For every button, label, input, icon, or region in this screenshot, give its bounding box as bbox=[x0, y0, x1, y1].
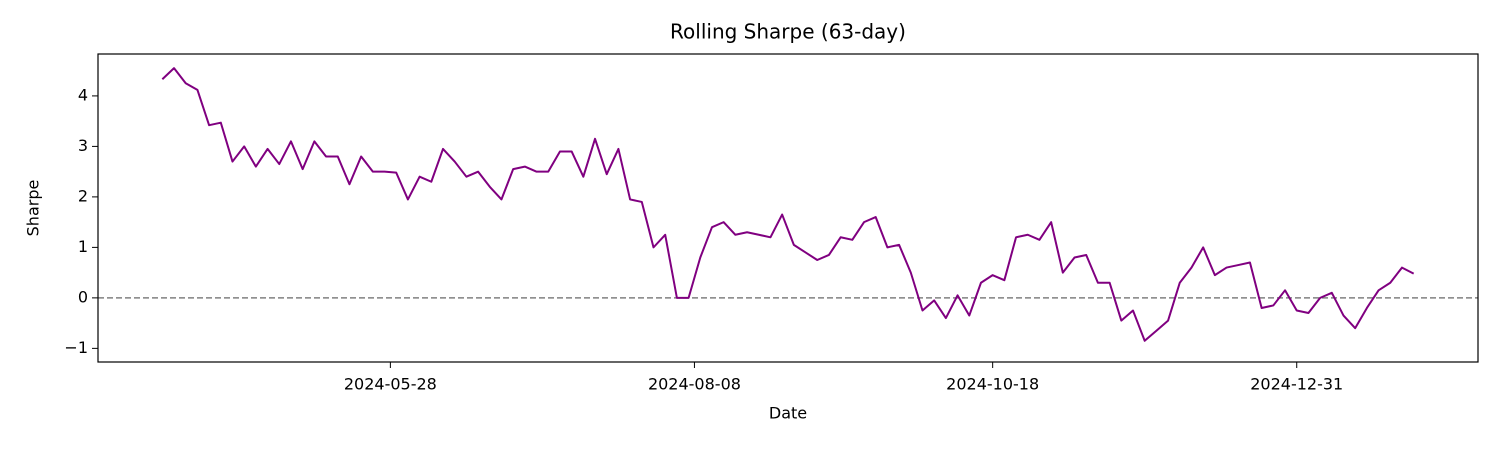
y-axis-label: Sharpe bbox=[24, 180, 43, 237]
y-tick-label: 4 bbox=[78, 85, 88, 104]
x-tick-label: 2024-05-28 bbox=[344, 375, 437, 394]
chart-title: Rolling Sharpe (63-day) bbox=[670, 20, 906, 44]
y-tick-label: 3 bbox=[78, 136, 88, 155]
plot-frame bbox=[97, 53, 1479, 363]
line-series bbox=[161, 67, 1415, 342]
x-tick-label: 2024-10-18 bbox=[946, 375, 1039, 394]
x-tick-label: 2024-08-08 bbox=[648, 375, 741, 394]
y-tick-label: 2 bbox=[78, 186, 88, 205]
y-tick-label: 1 bbox=[78, 237, 88, 256]
y-tick-label: −1 bbox=[64, 338, 88, 357]
x-tick-label: 2024-12-31 bbox=[1250, 375, 1343, 394]
y-tick-label: 0 bbox=[78, 287, 88, 306]
x-axis-label: Date bbox=[769, 404, 807, 423]
